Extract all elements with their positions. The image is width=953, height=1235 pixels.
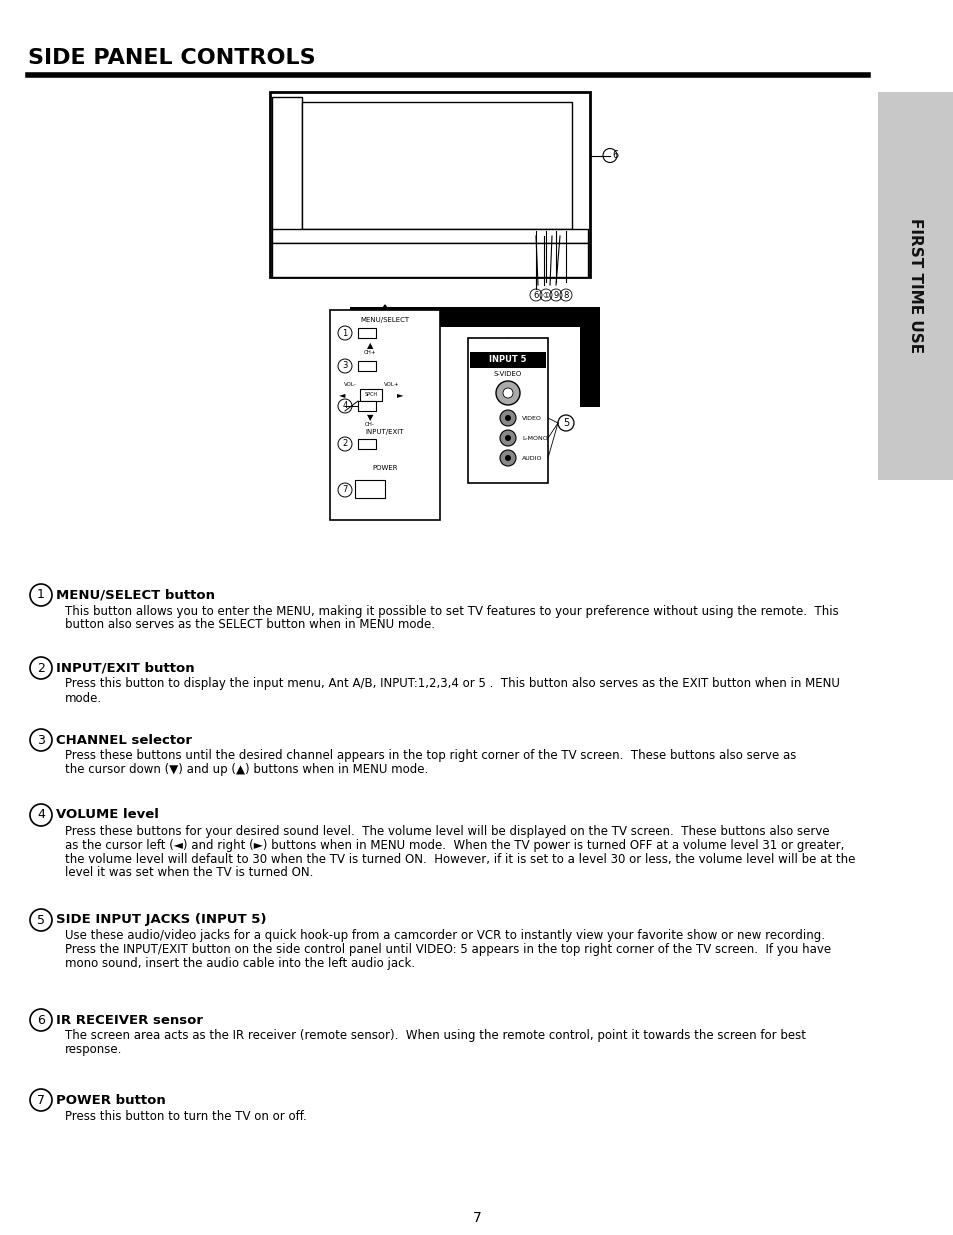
Bar <box>357 401 375 411</box>
Text: Press these buttons for your desired sound level.  The volume level will be disp: Press these buttons for your desired sou… <box>65 825 829 837</box>
Text: 1: 1 <box>342 329 347 337</box>
Text: the cursor down (▼) and up (▲) buttons when in MENU mode.: the cursor down (▼) and up (▲) buttons w… <box>65 763 428 777</box>
Text: 7: 7 <box>342 485 347 494</box>
Bar <box>357 361 375 370</box>
Text: POWER: POWER <box>372 466 397 471</box>
FancyArrow shape <box>369 305 400 330</box>
Text: CH+: CH+ <box>363 350 375 354</box>
Text: L-MONO: L-MONO <box>521 436 547 441</box>
Text: Press this button to turn the TV on or off.: Press this button to turn the TV on or o… <box>65 1109 307 1123</box>
Bar <box>470 352 545 368</box>
Text: The screen area acts as the IR receiver (remote sensor).  When using the remote : The screen area acts as the IR receiver … <box>65 1030 805 1042</box>
Text: button also serves as the SELECT button when in MENU mode.: button also serves as the SELECT button … <box>65 619 435 631</box>
Circle shape <box>504 454 511 461</box>
Text: 7: 7 <box>37 1093 45 1107</box>
Bar <box>350 308 599 327</box>
Text: IR RECEIVER sensor: IR RECEIVER sensor <box>56 1014 203 1026</box>
Text: level it was set when the TV is turned ON.: level it was set when the TV is turned O… <box>65 867 313 879</box>
Text: 1: 1 <box>37 589 45 601</box>
Bar <box>272 98 302 272</box>
Text: mode.: mode. <box>65 692 102 704</box>
Text: CH-: CH- <box>365 421 375 426</box>
Bar <box>272 243 587 277</box>
Circle shape <box>504 435 511 441</box>
FancyArrow shape <box>492 338 523 363</box>
Circle shape <box>504 415 511 421</box>
Text: SIDE INPUT JACKS (INPUT 5): SIDE INPUT JACKS (INPUT 5) <box>56 914 266 926</box>
Text: MENU/SELECT: MENU/SELECT <box>360 317 409 324</box>
Text: VOL+: VOL+ <box>384 383 399 388</box>
Text: VOLUME level: VOLUME level <box>56 809 159 821</box>
Circle shape <box>502 388 513 398</box>
Text: 3: 3 <box>37 734 45 746</box>
Circle shape <box>496 382 519 405</box>
Text: This button allows you to enter the MENU, making it possible to set TV features : This button allows you to enter the MENU… <box>65 604 838 618</box>
Bar <box>330 310 439 520</box>
Text: Press these buttons until the desired channel appears in the top right corner of: Press these buttons until the desired ch… <box>65 750 796 762</box>
Text: VOL-: VOL- <box>343 383 356 388</box>
Text: 6: 6 <box>37 1014 45 1026</box>
Bar <box>579 308 599 408</box>
Bar <box>302 103 572 228</box>
Text: VIDEO: VIDEO <box>521 415 541 420</box>
Text: INPUT/EXIT: INPUT/EXIT <box>365 429 404 435</box>
Text: 9: 9 <box>553 290 558 300</box>
Text: ①: ① <box>541 290 549 300</box>
Text: ▼: ▼ <box>366 414 373 422</box>
Text: ►: ► <box>396 390 403 399</box>
Circle shape <box>499 430 516 446</box>
Text: Use these audio/video jacks for a quick hook-up from a camcorder or VCR to insta: Use these audio/video jacks for a quick … <box>65 930 824 942</box>
Text: 8: 8 <box>562 290 568 300</box>
Text: MENU/SELECT button: MENU/SELECT button <box>56 589 214 601</box>
Text: AUDIO: AUDIO <box>521 456 542 461</box>
Bar <box>270 91 589 277</box>
Text: 5: 5 <box>562 417 569 429</box>
Text: 4: 4 <box>342 401 347 410</box>
Text: SPCH: SPCH <box>364 393 377 398</box>
Text: Press the INPUT/EXIT button on the side control panel until VIDEO: 5 appears in : Press the INPUT/EXIT button on the side … <box>65 944 830 956</box>
Text: CHANNEL selector: CHANNEL selector <box>56 734 192 746</box>
Text: 2: 2 <box>342 440 347 448</box>
Text: mono sound, insert the audio cable into the left audio jack.: mono sound, insert the audio cable into … <box>65 957 415 971</box>
Circle shape <box>499 450 516 466</box>
Text: Press this button to display the input menu, Ant A/B, INPUT:1,2,3,4 or 5 .  This: Press this button to display the input m… <box>65 678 839 690</box>
Text: 6: 6 <box>612 151 618 161</box>
Circle shape <box>499 410 516 426</box>
Bar <box>359 389 381 401</box>
Bar <box>355 480 385 498</box>
Text: 5: 5 <box>37 914 45 926</box>
Text: POWER button: POWER button <box>56 1093 166 1107</box>
Text: S-VIDEO: S-VIDEO <box>494 370 521 377</box>
Bar <box>272 228 587 243</box>
Bar <box>357 329 375 338</box>
Text: INPUT 5: INPUT 5 <box>489 356 526 364</box>
Bar <box>468 338 547 483</box>
Text: 3: 3 <box>342 362 347 370</box>
Text: the volume level will default to 30 when the TV is turned ON.  However, if it is: the volume level will default to 30 when… <box>65 852 855 866</box>
Text: 6: 6 <box>533 290 538 300</box>
Bar <box>357 438 375 450</box>
Bar <box>877 91 953 480</box>
Text: ◄: ◄ <box>338 390 345 399</box>
Text: as the cursor left (◄) and right (►) buttons when in MENU mode.  When the TV pow: as the cursor left (◄) and right (►) but… <box>65 839 843 851</box>
Text: response.: response. <box>65 1044 122 1056</box>
Text: INPUT/EXIT button: INPUT/EXIT button <box>56 662 194 674</box>
Text: SIDE PANEL CONTROLS: SIDE PANEL CONTROLS <box>28 48 315 68</box>
Text: ▲: ▲ <box>366 342 373 351</box>
Text: 2: 2 <box>37 662 45 674</box>
Text: 7: 7 <box>472 1212 481 1225</box>
Text: FIRST TIME USE: FIRST TIME USE <box>907 219 923 353</box>
Text: 4: 4 <box>37 809 45 821</box>
